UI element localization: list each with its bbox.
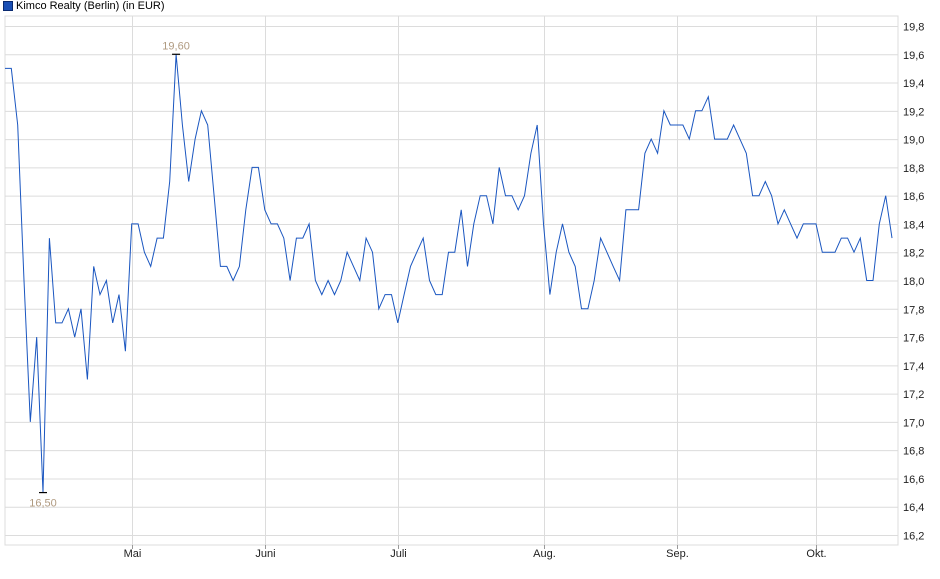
y-tick-label: 18,8 xyxy=(903,163,924,175)
y-tick-label: 18,4 xyxy=(903,219,924,231)
x-tick-label: Okt. xyxy=(806,548,826,560)
y-tick-label: 16,2 xyxy=(903,531,924,543)
y-tick-label: 19,6 xyxy=(903,50,924,62)
x-tick-label: Juli xyxy=(390,548,407,560)
y-tick-label: 17,6 xyxy=(903,333,924,345)
legend-label: Kimco Realty (Berlin) (in EUR) xyxy=(16,0,165,12)
series-line xyxy=(5,54,893,493)
y-tick-label: 17,2 xyxy=(903,389,924,401)
y-tick-label: 17,4 xyxy=(903,361,924,373)
x-tick-label: Juni xyxy=(255,548,275,560)
y-tick-label: 19,2 xyxy=(903,106,924,118)
y-tick-label: 18,6 xyxy=(903,191,924,203)
annotation-high: 19,60 xyxy=(162,40,190,52)
x-tick-label: Sep. xyxy=(666,548,689,560)
y-tick-label: 18,0 xyxy=(903,276,924,288)
legend-swatch xyxy=(3,1,13,11)
y-tick-label: 17,0 xyxy=(903,417,924,429)
y-tick-label: 16,8 xyxy=(903,446,924,458)
x-tick-label: Mai xyxy=(124,548,142,560)
y-tick-label: 17,8 xyxy=(903,304,924,316)
x-tick-label: Aug. xyxy=(533,548,556,560)
y-tick-label: 18,2 xyxy=(903,248,924,260)
y-tick-label: 19,0 xyxy=(903,135,924,147)
y-tick-label: 16,6 xyxy=(903,474,924,486)
y-tick-label: 19,4 xyxy=(903,78,924,90)
legend: Kimco Realty (Berlin) (in EUR) xyxy=(3,0,165,12)
annotation-low: 16,50 xyxy=(29,498,57,510)
y-tick-label: 19,8 xyxy=(903,22,924,34)
y-tick-label: 16,4 xyxy=(903,502,924,514)
